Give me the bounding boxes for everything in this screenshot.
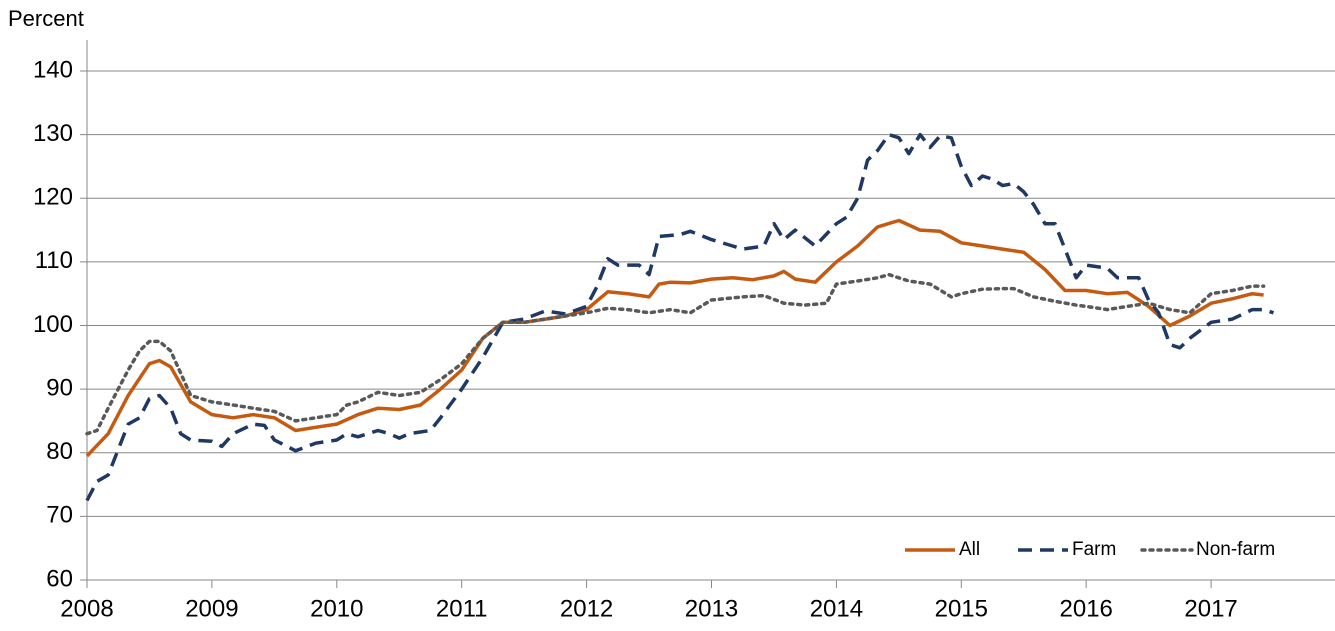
line-series [85, 218, 1264, 458]
y-axis-label: Percent [8, 6, 84, 31]
y-tick-label: 60 [46, 565, 73, 592]
legend-label: All [959, 539, 980, 560]
y-tick-label: 110 [35, 247, 73, 274]
x-tick-label: 2015 [935, 595, 988, 622]
x-tick-label: 2012 [560, 595, 613, 622]
x-tick-label: 2009 [185, 595, 238, 622]
y-tick-label: 120 [33, 184, 73, 211]
y-tick-label: 70 [46, 502, 73, 529]
x-tick-label: 2016 [1060, 595, 1113, 622]
x-tick-label: 2014 [810, 595, 863, 622]
legend-label: Farm [1072, 539, 1116, 560]
y-tick-label: 140 [33, 56, 73, 83]
y-tick-label: 100 [33, 311, 73, 338]
y-tick-label: 130 [33, 120, 73, 147]
line-series [85, 272, 1266, 436]
x-tick-label: 2011 [436, 595, 488, 622]
y-tick-label: 90 [46, 374, 73, 401]
legend-label: Non-farm [1196, 539, 1275, 560]
x-tick-label: 2017 [1184, 595, 1237, 622]
line-series [85, 132, 1275, 502]
x-tick-label: 2010 [310, 595, 363, 622]
x-tick-label: 2013 [685, 595, 738, 622]
x-tick-label: 2008 [60, 595, 113, 622]
y-tick-label: 80 [46, 438, 73, 465]
